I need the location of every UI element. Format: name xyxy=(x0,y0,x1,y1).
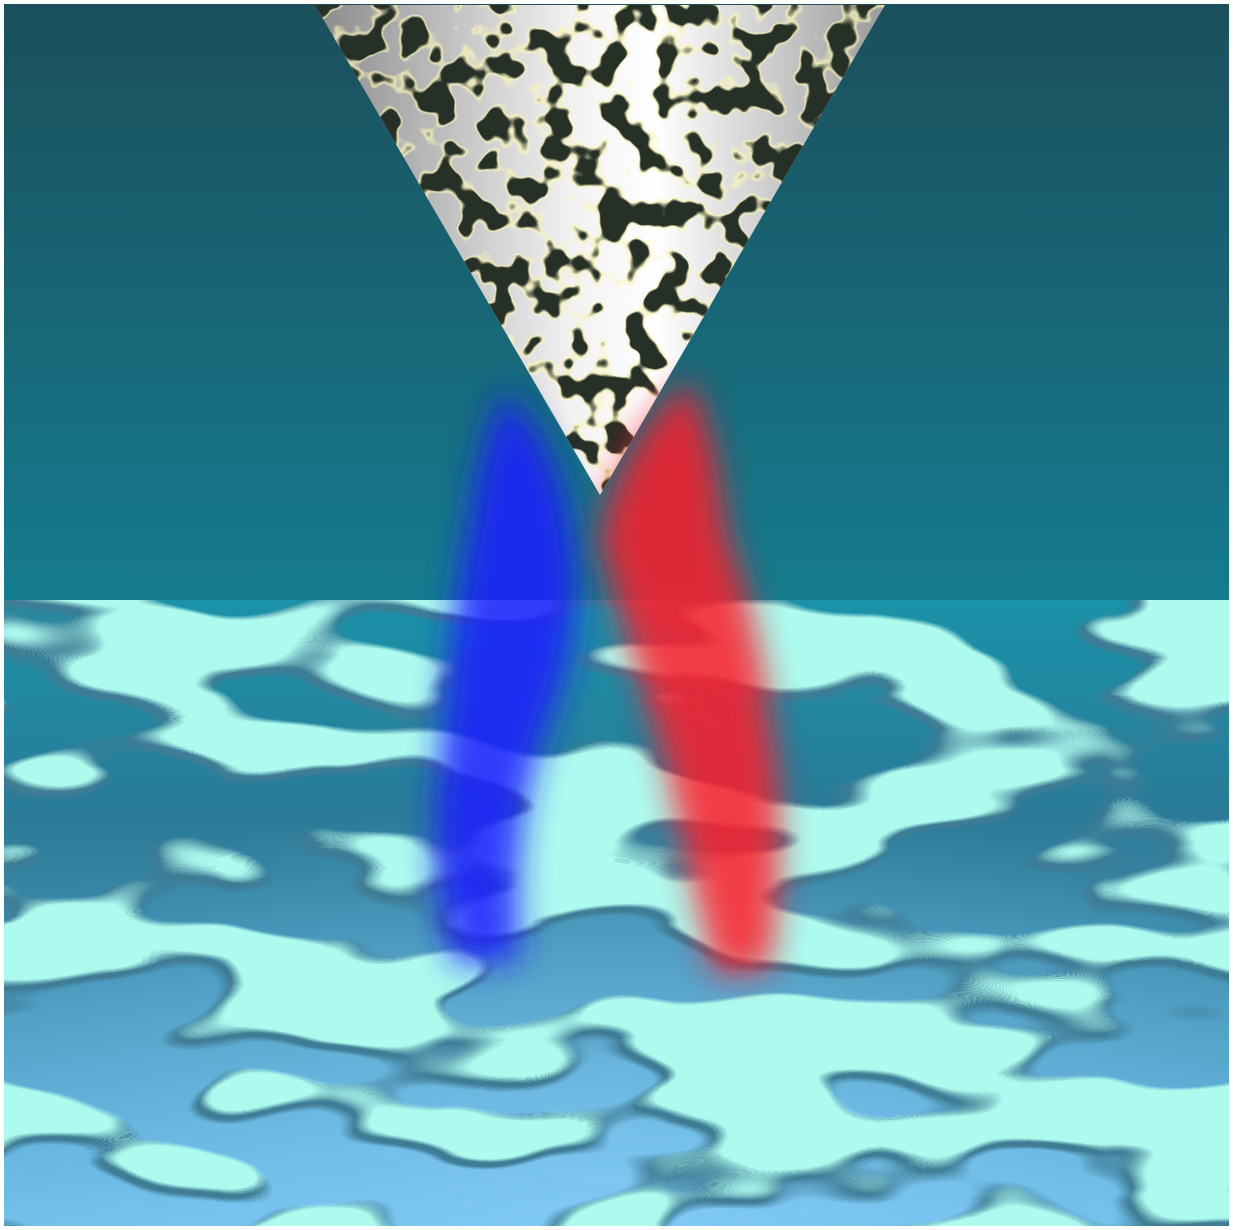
page: Tip over surface {} html, body { margin:… xyxy=(0,0,1233,1230)
illustration xyxy=(0,0,1233,1230)
body: (() => { const data = JSON.parse(documen… xyxy=(0,0,1233,1230)
surface xyxy=(0,560,1233,1230)
surface-patches xyxy=(0,560,1233,1230)
